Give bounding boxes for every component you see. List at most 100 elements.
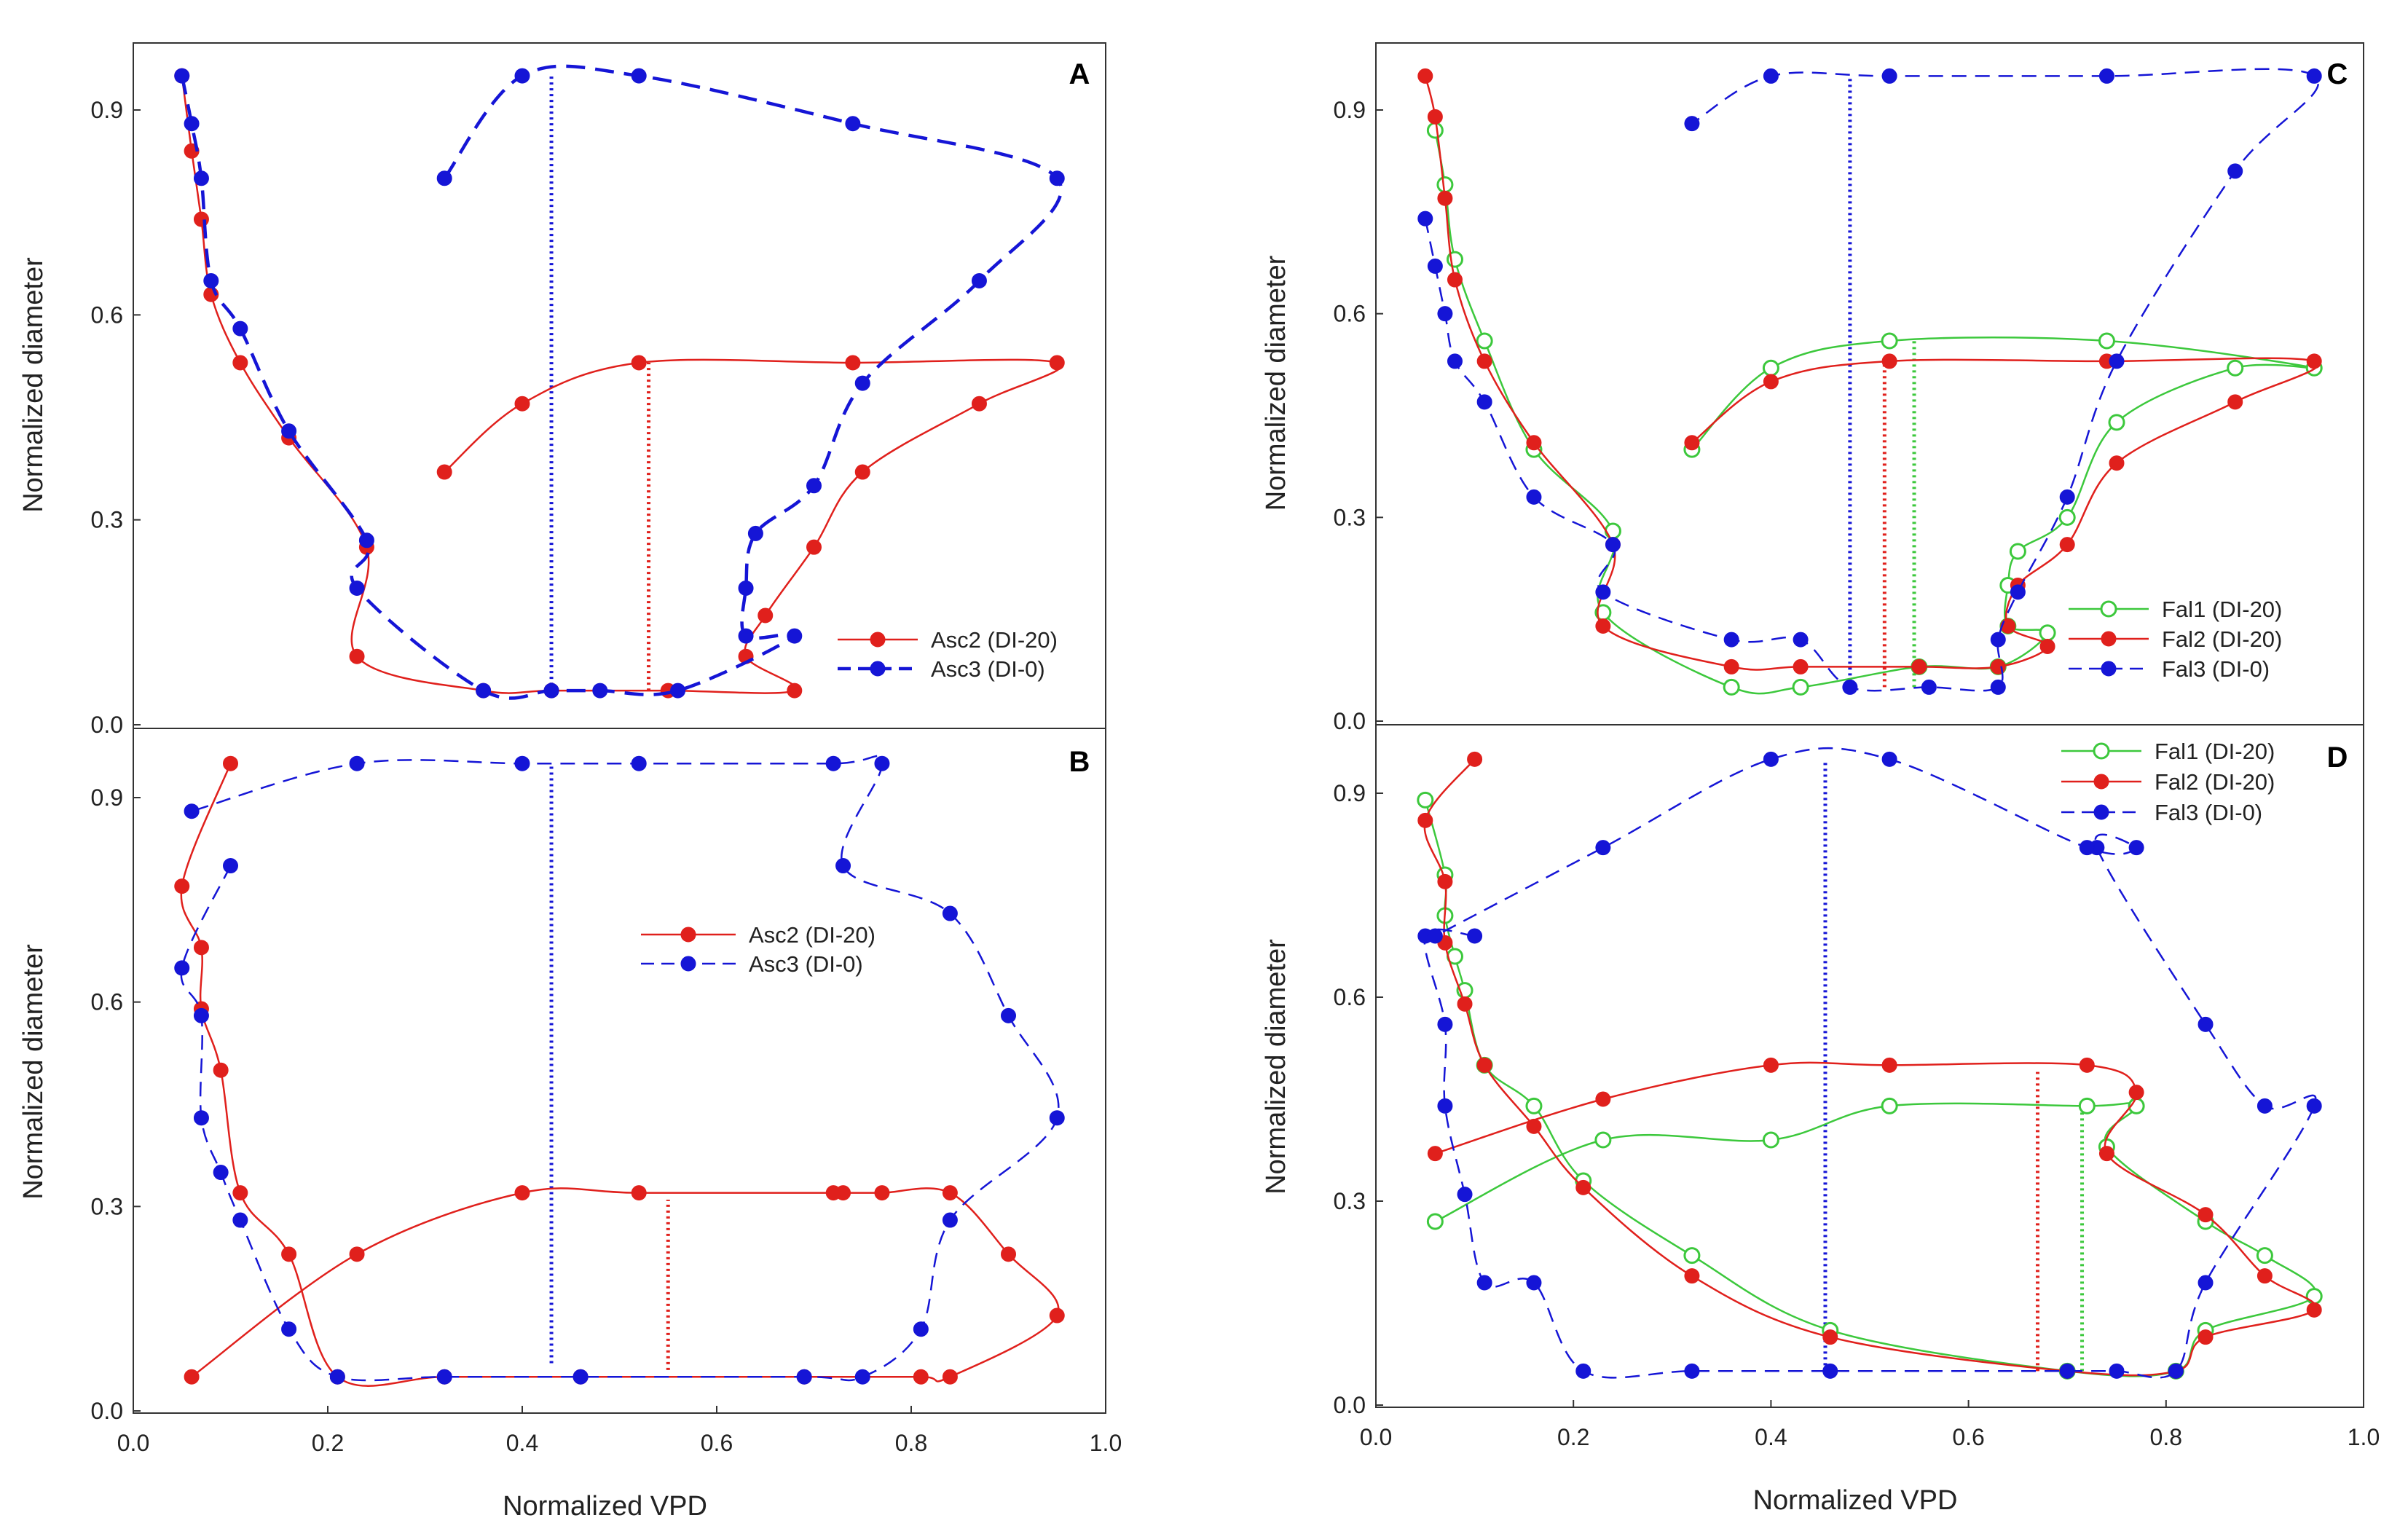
panel-B-xtick-label: 0.4 [506, 1430, 538, 1456]
panel-D-series-2-point [1437, 1098, 1453, 1114]
panel-A-series-1-point [476, 683, 492, 699]
panel-C-series-1-point [2059, 537, 2075, 553]
panel-A-series-1-point [806, 478, 822, 494]
panel-A-series-0-point [758, 607, 774, 624]
panel-B-series-1-point [854, 1369, 870, 1385]
panel-B-ytick-label: 0.3 [91, 1193, 123, 1219]
panel-B-series-0-point [825, 1185, 841, 1201]
panel-A-series-0-point [436, 464, 452, 480]
panel-B-series-0-point [942, 1369, 958, 1385]
panel-B-legend-marker-0 [680, 927, 696, 943]
panel-A-legend-marker-0 [870, 632, 886, 648]
panel-C-series-1-point [1723, 658, 1739, 674]
panel-B-ylabel: Normalized diameter [18, 944, 49, 1200]
panel-D-legend-marker-2 [2093, 804, 2109, 820]
panel-B-series-1-point [514, 755, 530, 771]
panel-C-series-2-line [1424, 68, 2320, 692]
panel-D-series-1-point [1476, 1057, 1492, 1073]
panel-B-series-0-point [184, 1369, 200, 1385]
panel-C-series-1-point [1476, 353, 1492, 369]
panel-C-series-1-point [1911, 658, 1927, 674]
panel-D-xlabel: Normalized VPD [1753, 1485, 1958, 1516]
panel-B-ytick-label: 0.0 [91, 1398, 123, 1424]
panel-D-series-2-point [2059, 1363, 2075, 1379]
panel-A-series-1-point [1049, 170, 1065, 186]
panel-B: 0.0 0.3 0.6 0.9 0.0 0.2 0.4 0.6 0.8 1.0 Normalized… [18, 746, 1122, 1522]
panel-A-series-1-point [203, 272, 219, 288]
panel-B-series-1-point [825, 755, 841, 771]
panel-B-series-1-point [573, 1369, 589, 1385]
panel-D-ytick-label: 0.9 [1334, 780, 1366, 806]
panel-B-series-1-point [213, 1165, 229, 1181]
panel-B-series-0-point [193, 940, 209, 956]
panel-C-series-1-point [1437, 190, 1453, 206]
panel-C-series-1-point [1447, 272, 1463, 288]
panel-C-series-0-point [1881, 332, 1898, 350]
panel-C-series-2-point [2010, 584, 2026, 600]
panel-D-series-1-point [2128, 1085, 2144, 1101]
panel-B-ytick-label: 0.6 [91, 989, 123, 1015]
panel-B-series-1-point [631, 755, 647, 771]
panel-D-series-1-point [1822, 1329, 1838, 1345]
panel-D-series-2-point [1822, 1363, 1838, 1379]
panel-C-series-1-line [1424, 76, 2320, 671]
panel-B-series-1-point [942, 1212, 958, 1228]
panel-B-series-0-point [281, 1246, 297, 1262]
panel-A-legend-marker-1 [870, 661, 886, 677]
panel-D-series-2-point [2198, 1016, 2214, 1032]
panel-D-series-2-line [1423, 747, 2317, 1379]
panel-B-series-1-point [349, 755, 365, 771]
panel-C-legend-label-1: Fal2 (DI-20) [2162, 626, 2282, 652]
panel-D-series-1-line [1423, 758, 2317, 1377]
panel-C-series-0-point [1723, 678, 1740, 696]
panel-C-series-0-point [1762, 359, 1779, 377]
panel-A-series-1-point [787, 628, 803, 644]
panel-D-legend-label-2: Fal3 (DI-0) [2155, 800, 2262, 825]
panel-A-series-1-point [174, 68, 190, 84]
panel-D-series-0-point [1762, 1131, 1779, 1149]
panel-B-series-0-point [942, 1185, 958, 1201]
panel-D-series-1-point [2306, 1302, 2322, 1318]
panel-C-series-2-point [1476, 394, 1492, 410]
panel-B-series-1-point [874, 755, 890, 771]
panel-C-series-0-point [2227, 359, 2244, 377]
panel-B-xtick-label: 0.2 [312, 1430, 344, 1456]
panel-C-series-0-point [2039, 624, 2056, 642]
panel-B-series-0-point [232, 1185, 248, 1201]
panel-A: 0.0 0.3 0.6 0.9 Normalized diameter A Asc2 (DI… [18, 58, 1090, 738]
panel-C-series-2-point [2059, 489, 2075, 505]
panel-A-series-0-line [181, 75, 1063, 694]
panel-C-series-0-point [2009, 543, 2026, 560]
panel-D-legend-marker-0 [2093, 742, 2110, 760]
panel-D-series-2-point [2256, 1098, 2273, 1114]
panel-C-legend-marker-0 [2100, 600, 2117, 618]
panel-A-series-1-point [184, 116, 200, 132]
panel-A-series-0-point [971, 396, 987, 412]
panel-D-series-1-point [2079, 1057, 2095, 1073]
panel-B-series-1-point [1001, 1007, 1016, 1023]
panel-D-series-2-point [1476, 1275, 1492, 1291]
panel-D-letter: D [2327, 742, 2348, 774]
panel-C-series-1-point [2306, 353, 2322, 369]
panel-A-ytick-label: 0.6 [91, 302, 123, 328]
panel-D: 0.0 0.3 0.6 0.9 0.0 0.2 0.4 0.6 0.8 1.0 Normalized… [1261, 739, 2380, 1516]
panel-C-series-2-point [1842, 679, 1858, 695]
panel-A-series-1-point [845, 116, 861, 132]
panel-B-series-0-point [913, 1369, 929, 1385]
panel-D-series-0-point [2256, 1247, 2273, 1265]
panel-A-series-1-point [631, 68, 647, 84]
panel-D-series-2-point [1427, 928, 1443, 944]
panel-B-xlabel: Normalized VPD [503, 1491, 707, 1522]
panel-A-series-0-point [631, 355, 647, 371]
panel-A-series-0-point [193, 211, 209, 227]
panel-B-series-0-point [631, 1185, 647, 1201]
panel-D-series-0-point [1881, 1097, 1898, 1114]
panel-A-ytick-label: 0.9 [91, 97, 123, 123]
panel-D-series-1-point [2256, 1268, 2273, 1284]
panel-C-series-0-point [1476, 332, 1493, 350]
panel-D-xtick-label: 0.8 [2150, 1424, 2182, 1450]
panel-D-series-1-point [1526, 1118, 1542, 1134]
panel-A-series-1-point [232, 320, 248, 337]
panel-C-legend-marker-2 [2101, 661, 2117, 677]
panel-B-letter: B [1069, 746, 1090, 778]
